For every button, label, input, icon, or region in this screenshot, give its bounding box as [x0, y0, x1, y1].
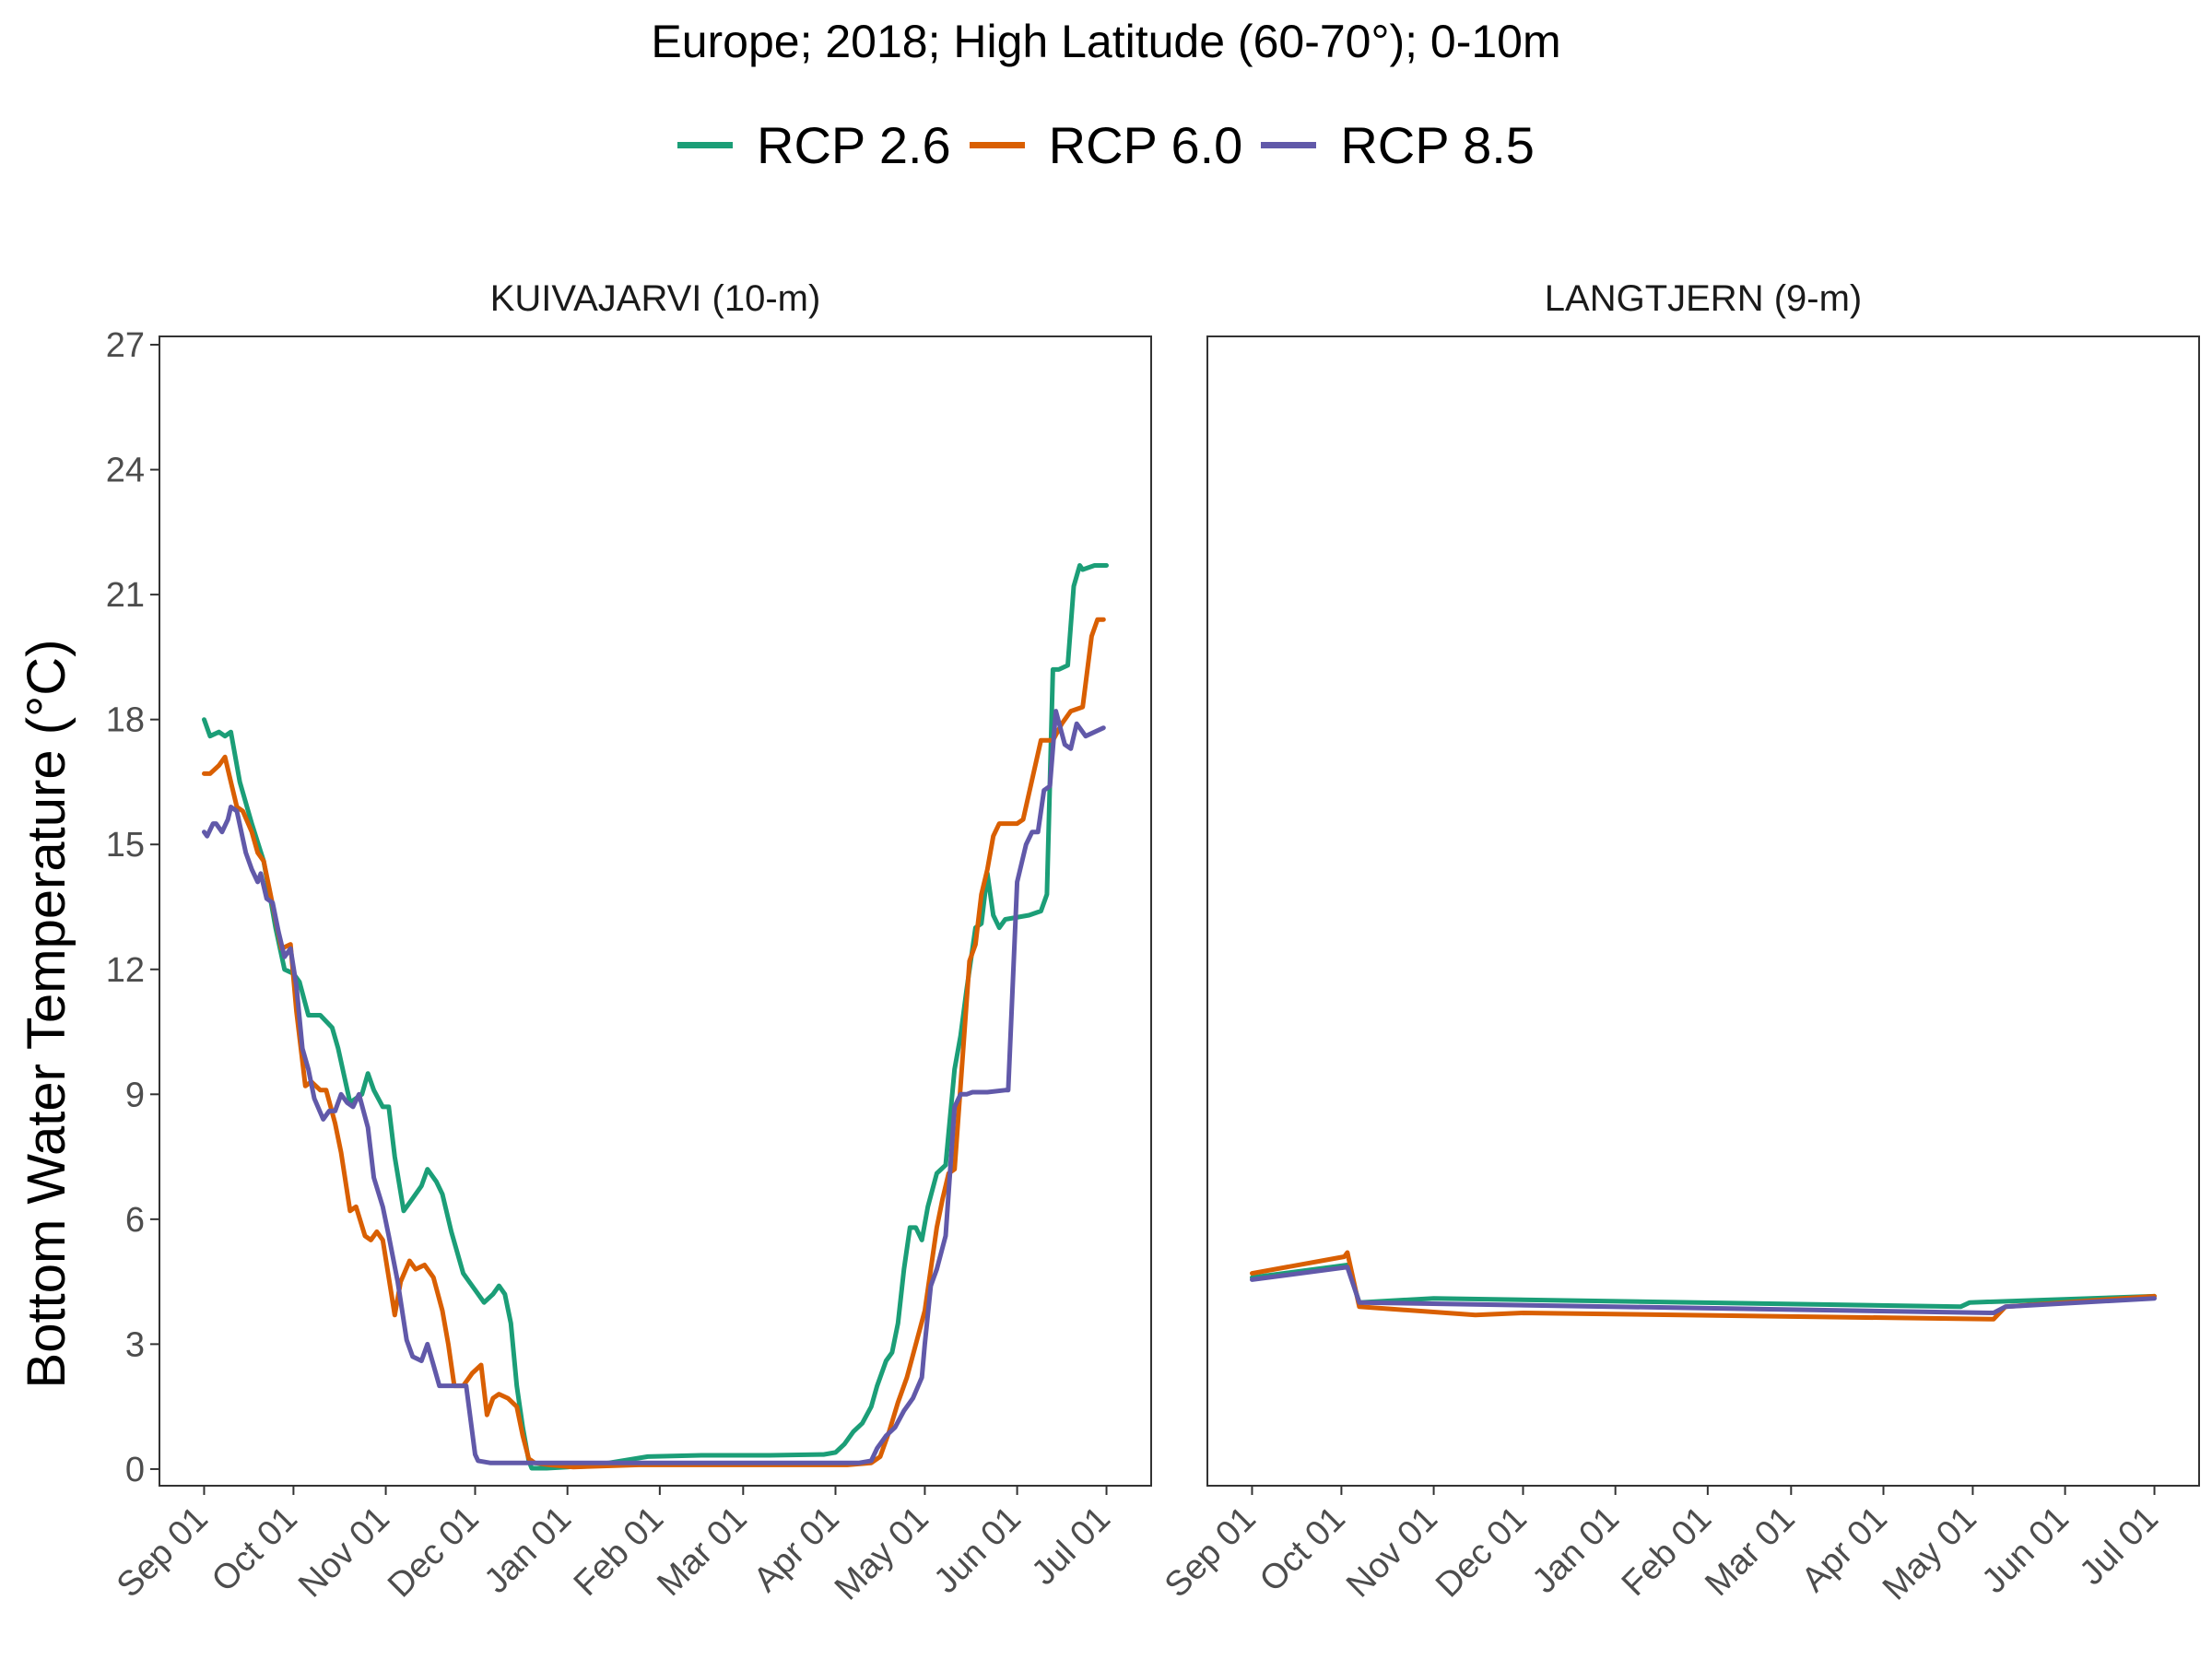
series-line-rcp-2-6: [1250, 1263, 2157, 1310]
x-tick-label: Dec 01: [1429, 1500, 1535, 1606]
x-tick-label: May 01: [828, 1500, 936, 1608]
x-tick-label: Jan 01: [477, 1500, 579, 1601]
panel-frame: [1206, 335, 2200, 1487]
legend-item-rcp85: RCP 8.5: [1261, 115, 1535, 175]
y-tick-label: 15: [106, 826, 145, 865]
legend-key-rcp85: [1261, 142, 1317, 148]
series-line-rcp-8-5: [1250, 1265, 2157, 1315]
x-tick-label: Jan 01: [1525, 1500, 1627, 1601]
x-tick-label: May 01: [1876, 1500, 1984, 1608]
y-tick-label: 6: [125, 1201, 145, 1240]
legend-key-rcp60: [969, 142, 1025, 148]
x-tick-label: Oct 01: [1253, 1500, 1353, 1600]
y-axis-title: Bottom Water Temperature (°C): [17, 640, 76, 1389]
y-tick-label: 18: [106, 701, 145, 740]
x-tick-label: Jun 01: [1975, 1500, 2077, 1601]
y-tick-label: 9: [125, 1076, 145, 1114]
panel-title: LANGTJERN (9-m): [1545, 278, 1862, 319]
x-tick-label: Feb 01: [567, 1500, 671, 1604]
x-tick-label: Nov 01: [291, 1500, 397, 1606]
x-tick-label: Sep 01: [110, 1500, 216, 1606]
y-tick-label: 21: [106, 576, 145, 615]
y-tick-label: 12: [106, 951, 145, 990]
legend-item-rcp26: RCP 2.6: [677, 115, 951, 175]
legend-label-rcp60: RCP 6.0: [1048, 116, 1243, 174]
legend-item-rcp60: RCP 6.0: [969, 115, 1243, 175]
legend: RCP 2.6 RCP 6.0 RCP 8.5: [0, 115, 2212, 175]
x-tick-label: Feb 01: [1615, 1500, 1719, 1604]
y-tick-label: 0: [125, 1451, 145, 1489]
y-tick-label: 3: [125, 1325, 145, 1364]
x-tick-label: Jun 01: [927, 1500, 1029, 1601]
x-tick-label: Sep 01: [1158, 1500, 1264, 1606]
panel-frame: [159, 335, 1152, 1487]
legend-label-rcp85: RCP 8.5: [1340, 116, 1535, 174]
legend-key-rcp26: [677, 142, 734, 148]
panel-title: KUIVAJARVI (10-m): [490, 278, 821, 319]
x-tick-label: Oct 01: [205, 1500, 305, 1600]
x-tick-label: Mar 01: [1698, 1500, 1802, 1604]
y-tick-label: 27: [106, 326, 145, 365]
chart-title: Europe; 2018; High Latitude (60-70°); 0-…: [651, 16, 1561, 67]
y-tick-label: 24: [106, 452, 145, 490]
x-tick-label: Mar 01: [650, 1500, 754, 1604]
x-tick-label: Jul 01: [1024, 1500, 1117, 1593]
x-tick-label: Dec 01: [381, 1500, 487, 1606]
series-line-rcp-2-6: [202, 563, 1109, 1471]
x-tick-label: Jul 01: [2072, 1500, 2165, 1593]
x-tick-label: Nov 01: [1339, 1500, 1445, 1606]
series-line-rcp-8-5: [202, 709, 1106, 1465]
legend-label-rcp26: RCP 2.6: [757, 116, 951, 174]
